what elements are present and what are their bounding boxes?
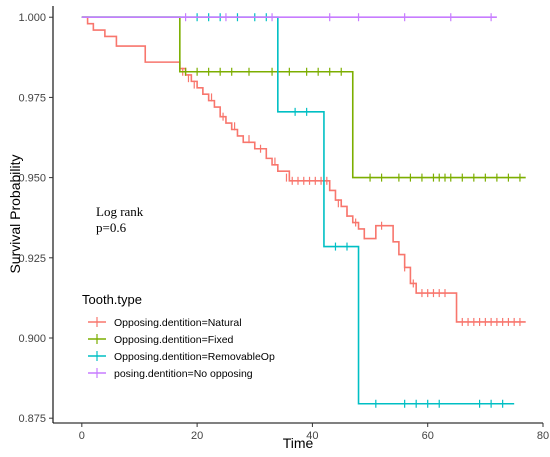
legend-label: posing.dentition=No opposing (114, 368, 253, 380)
y-tick-label: 1.000 (18, 12, 46, 24)
x-axis-title: Time (283, 435, 314, 451)
x-tick-label: 60 (422, 430, 434, 442)
legend-label: Opposing.dentition=Natural (114, 317, 242, 329)
legend-title: Tooth.type (82, 292, 142, 307)
legend-item: Opposing.dentition=Fixed (88, 334, 234, 346)
series-3 (81, 13, 497, 22)
survival-curve (81, 16, 526, 323)
legend-item: Opposing.dentition=Natural (88, 317, 242, 329)
annotation-line-1: Log rank (96, 204, 144, 219)
legend-label: Opposing.dentition=RemovableOp (114, 351, 275, 363)
survival-curve (81, 16, 526, 179)
legend: Tooth.type Opposing.dentition=Natural Opp… (82, 292, 275, 380)
y-tick-label: 0.975 (18, 92, 46, 104)
x-tick-label: 20 (191, 430, 203, 442)
series-layer (81, 13, 526, 408)
x-tick-label: 0 (79, 430, 85, 442)
series-0 (81, 16, 526, 326)
x-tick-label: 40 (306, 430, 318, 442)
text-layer: Time Survival Probability Log rank p=0.6 (7, 154, 314, 451)
legend-item: posing.dentition=No opposing (88, 368, 253, 380)
axes: 0 20 40 60 80 0.875 0.900 0.925 0.950 0.975 1.000 (18, 6, 549, 442)
annotation-line-2: p=0.6 (96, 220, 127, 235)
y-axis-title: Survival Probability (7, 154, 23, 273)
y-tick-label: 0.875 (18, 413, 46, 425)
y-tick-label: 0.925 (18, 253, 46, 265)
legend-item: Opposing.dentition=RemovableOp (88, 351, 275, 363)
y-tick-label: 0.950 (18, 173, 46, 185)
series-1 (81, 16, 526, 182)
legend-label: Opposing.dentition=Fixed (114, 334, 234, 346)
x-tick-label: 80 (537, 430, 549, 442)
y-tick-label: 0.900 (18, 333, 46, 345)
survival-curve (81, 16, 515, 405)
